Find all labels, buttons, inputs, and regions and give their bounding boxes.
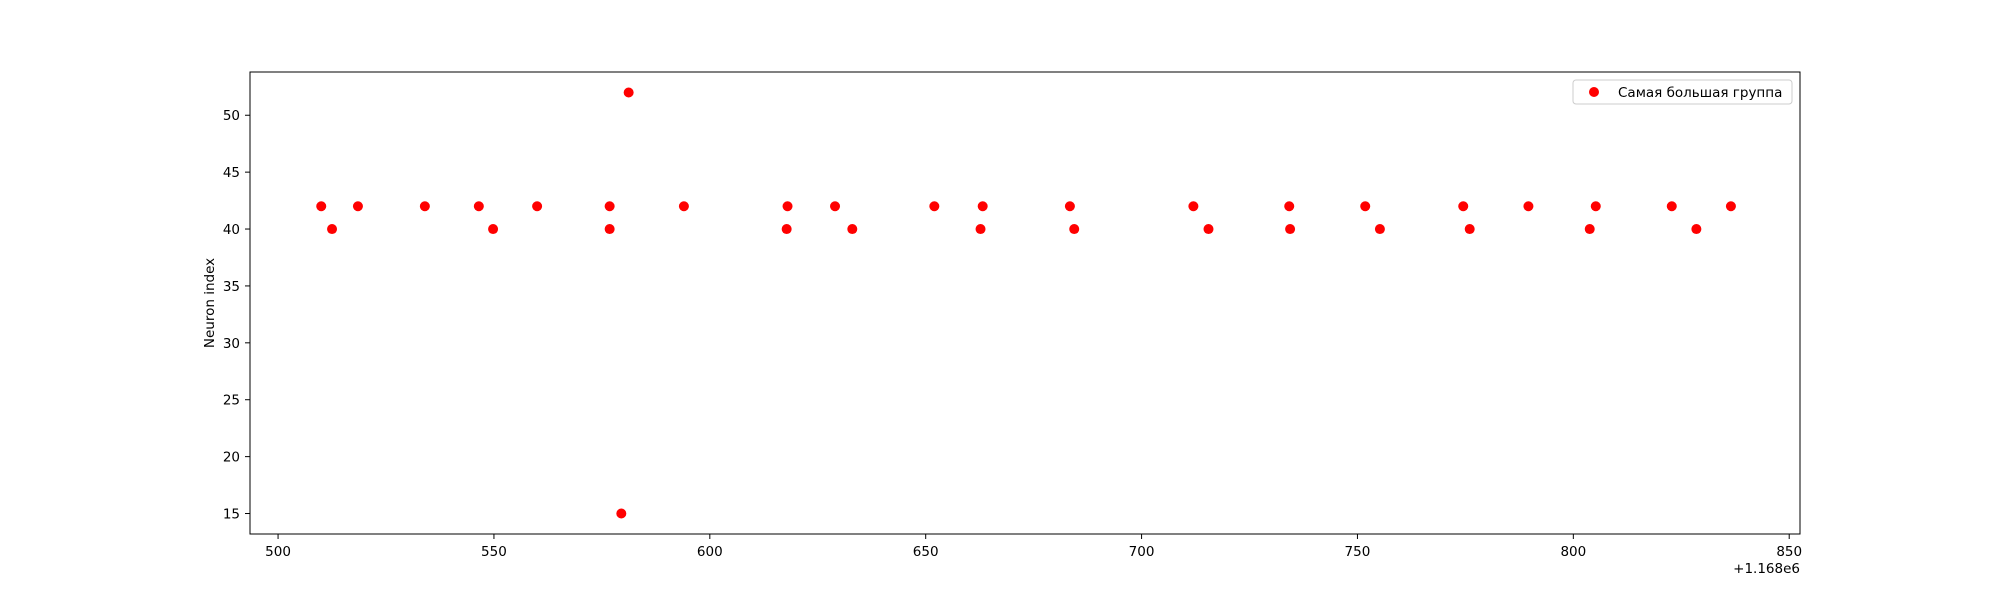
data-point [977, 201, 988, 212]
x-tick-label: 500 [265, 544, 291, 560]
legend: Самая большая группа [1572, 79, 1793, 105]
data-point [1069, 224, 1080, 235]
data-point [1523, 201, 1534, 212]
y-axis-label: Neuron index [202, 258, 218, 348]
data-point [623, 87, 634, 98]
x-tick-label: 700 [1129, 544, 1155, 560]
x-tick-label: 750 [1345, 544, 1371, 560]
y-axis: 15 20 25 30 35 40 45 50 [223, 108, 250, 523]
data-point [830, 201, 841, 212]
data-point [1464, 224, 1475, 235]
data-point [1374, 224, 1385, 235]
data-point [1725, 201, 1736, 212]
data-point [847, 224, 858, 235]
y-tick-label: 45 [223, 165, 240, 181]
data-point [616, 508, 627, 519]
data-point [1203, 224, 1214, 235]
plot-frame [249, 71, 1801, 535]
data-point [488, 224, 499, 235]
plot-area [250, 72, 1800, 534]
data-point [419, 201, 430, 212]
data-point [1360, 201, 1371, 212]
legend-marker [1589, 87, 1599, 97]
data-point [1666, 201, 1677, 212]
data-point [1458, 201, 1469, 212]
legend-label: Самая большая группа [1618, 85, 1782, 101]
x-tick-label: 650 [913, 544, 939, 560]
data-point [532, 201, 543, 212]
data-point [781, 224, 792, 235]
data-points [316, 87, 1736, 519]
x-offset-label: +1.168e6 [1733, 561, 1800, 577]
x-tick-label: 600 [697, 544, 723, 560]
data-point [604, 201, 615, 212]
x-tick-label: 850 [1776, 544, 1802, 560]
data-point [1284, 201, 1295, 212]
x-tick-label: 550 [481, 544, 507, 560]
y-tick-label: 50 [223, 108, 240, 124]
y-tick-label: 40 [223, 222, 240, 238]
y-tick-label: 25 [223, 393, 240, 409]
data-point [473, 201, 484, 212]
data-point [1188, 201, 1199, 212]
data-point [1590, 201, 1601, 212]
data-point [327, 224, 338, 235]
data-point [782, 201, 793, 212]
x-axis: 500 550 600 650 700 750 800 850 [265, 534, 1802, 560]
x-tick-label: 800 [1560, 544, 1586, 560]
data-point [929, 201, 940, 212]
data-point [316, 201, 327, 212]
data-point [352, 201, 363, 212]
data-point [1584, 224, 1595, 235]
data-point [1285, 224, 1296, 235]
data-point [604, 224, 615, 235]
legend-box [1572, 79, 1793, 105]
y-tick-label: 35 [223, 279, 240, 295]
y-tick-label: 15 [223, 507, 240, 523]
data-point [678, 201, 689, 212]
data-point [1064, 201, 1075, 212]
data-point [1691, 224, 1702, 235]
data-point [975, 224, 986, 235]
y-tick-label: 30 [223, 336, 240, 352]
y-tick-label: 20 [223, 450, 240, 466]
